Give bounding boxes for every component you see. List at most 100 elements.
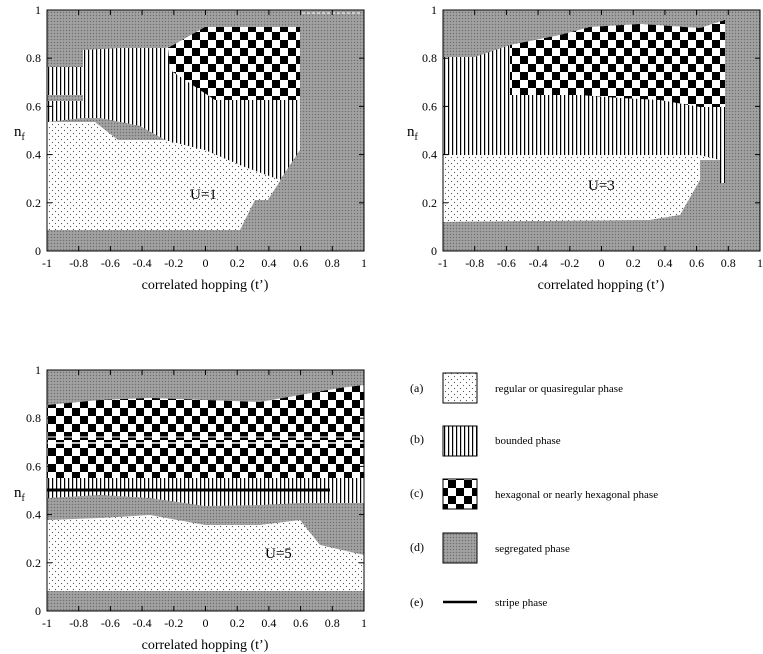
legend-text: stripe phase (495, 597, 547, 609)
regular-region (443, 153, 720, 222)
legend: (a) regular or quasiregular phase (b) bo… (410, 372, 658, 609)
panel-u5-label: U=5 (265, 546, 292, 562)
x-tick-label: 1 (361, 616, 367, 630)
y-tick-label: 0.4 (422, 148, 437, 162)
legend-item-e: (e) stripe phase (410, 595, 547, 609)
y-tick-label: 0 (431, 244, 437, 258)
x-tick-label: 0 (599, 256, 605, 270)
hexagonal-region (510, 20, 725, 107)
panel-u5: U=5 -1 -0.8 -0.6 -0.4 -0.2 0 0.2 0.4 0.6 0.8 1 0 0.2… (14, 363, 367, 653)
legend-item-b: (b) bounded phase (410, 425, 561, 457)
y-tick-label: 0 (35, 604, 41, 618)
x-tick-label: 0.6 (293, 256, 308, 270)
segregated-patch (700, 160, 720, 183)
legend-text: hexagonal or nearly hexagonal phase (495, 489, 658, 501)
y-axis-label: nf (407, 124, 419, 143)
x-tick-label: -0.6 (101, 256, 120, 270)
y-tick-label: 0.8 (422, 51, 437, 65)
x-tick-label: 0.2 (626, 256, 641, 270)
regular-region (47, 515, 364, 591)
x-axis-label: correlated hopping (t’) (142, 278, 269, 293)
x-axis-label: correlated hopping (t’) (538, 278, 665, 293)
x-tick-label: 0.4 (657, 256, 672, 270)
ticks: -1 -0.8 -0.6 -0.4 -0.2 0 0.2 0.4 0.6 0.8 1 0 0.2 0.4 0… (422, 3, 763, 270)
x-tick-label: -0.2 (164, 256, 183, 270)
panel-u3: U=3 -1 -0.8 -0.6 -0.4 -0.2 0 0.2 0.4 0.6 0.8 1 0 0.2… (407, 3, 763, 293)
y-tick-label: 0 (35, 244, 41, 258)
x-tick-label: -1 (42, 616, 52, 630)
x-tick-label: 0.8 (325, 256, 340, 270)
y-tick-label: 1 (35, 363, 41, 377)
x-tick-label: 0 (203, 616, 209, 630)
x-tick-label: -0.4 (133, 256, 152, 270)
x-tick-label: 0.4 (261, 256, 276, 270)
gray-fill-icon (442, 532, 478, 564)
x-tick-label: 0.6 (689, 256, 704, 270)
legend-item-c: (c) hexagonal or nearly hexagonal phase (410, 478, 658, 510)
x-tick-label: 0.8 (721, 256, 736, 270)
legend-text: segregated phase (495, 543, 570, 555)
x-tick-label: -0.2 (164, 616, 183, 630)
checker-icon (442, 478, 478, 510)
y-tick-label: 0.4 (26, 508, 41, 522)
x-tick-label: -0.4 (133, 616, 152, 630)
y-tick-label: 0.8 (26, 51, 41, 65)
y-tick-label: 0.2 (26, 196, 41, 210)
panel-u1-label: U=1 (190, 187, 217, 203)
hexagonal-region (168, 27, 300, 100)
x-tick-label: 1 (757, 256, 763, 270)
x-tick-label: -0.8 (69, 256, 88, 270)
y-tick-label: 0.2 (422, 196, 437, 210)
x-tick-label: 0.2 (230, 616, 245, 630)
x-tick-label: 0.6 (293, 616, 308, 630)
x-tick-label: -0.8 (69, 616, 88, 630)
dots-icon (442, 372, 478, 404)
legend-tag: (a) (410, 381, 423, 395)
x-tick-label: -1 (438, 256, 448, 270)
y-tick-label: 0.6 (26, 459, 41, 473)
legend-tag: (c) (410, 486, 423, 500)
vertical-lines-icon (442, 425, 478, 457)
hexagonal-region (47, 385, 364, 478)
x-tick-label: 0 (203, 256, 209, 270)
x-axis-label: correlated hopping (t’) (142, 638, 269, 653)
y-axis-label: nf (14, 485, 26, 504)
legend-tag: (b) (410, 432, 424, 446)
x-tick-label: -0.6 (101, 616, 120, 630)
legend-item-a: (a) regular or quasiregular phase (410, 372, 623, 404)
y-tick-label: 0.6 (422, 99, 437, 113)
ticks: -1 -0.8 -0.6 -0.4 -0.2 0 0.2 0.4 0.6 0.8 1 0 0.2 0.4 0… (26, 3, 367, 270)
y-tick-label: 0.4 (26, 148, 41, 162)
y-axis-label: nf (14, 124, 26, 143)
ticks: -1 -0.8 -0.6 -0.4 -0.2 0 0.2 0.4 0.6 0.8 1 0 0.2 0.4 0… (26, 363, 367, 630)
segregated-bottom (47, 230, 237, 251)
segregated-right (443, 10, 760, 251)
segregated-patch (100, 118, 165, 140)
legend-tag: (e) (410, 595, 423, 609)
legend-text: regular or quasiregular phase (495, 383, 623, 395)
x-tick-label: -0.8 (465, 256, 484, 270)
y-tick-label: 0.2 (26, 556, 41, 570)
legend-item-d: (d) segregated phase (410, 532, 570, 564)
y-tick-label: 0.8 (26, 411, 41, 425)
x-tick-label: -1 (42, 256, 52, 270)
y-tick-label: 1 (431, 3, 437, 17)
segregated-strip (47, 95, 83, 101)
x-tick-label: -0.6 (497, 256, 516, 270)
regular-region (47, 122, 290, 230)
x-tick-label: 0.4 (261, 616, 276, 630)
panel-u1: U=1 -1 -0.8 -0.6 -0.4 -0.2 0 0.2 0.4 0.6 0.8 1 0 0.2… (14, 3, 367, 293)
x-tick-label: -0.2 (560, 256, 579, 270)
bounded-region (47, 478, 364, 506)
y-tick-label: 0.6 (26, 99, 41, 113)
segregated-right (235, 10, 364, 251)
x-tick-label: 0.8 (325, 616, 340, 630)
x-tick-label: 0.2 (230, 256, 245, 270)
x-tick-label: -0.4 (529, 256, 548, 270)
y-tick-label: 1 (35, 3, 41, 17)
panel-u3-label: U=3 (588, 178, 615, 194)
legend-text: bounded phase (495, 435, 561, 447)
x-tick-label: 1 (361, 256, 367, 270)
legend-tag: (d) (410, 540, 424, 554)
